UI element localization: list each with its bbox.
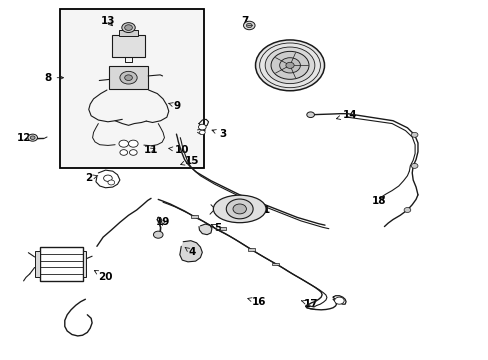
Text: 13: 13 [101, 16, 115, 26]
Bar [190, 215, 197, 218]
Circle shape [270, 51, 308, 79]
Circle shape [264, 47, 314, 84]
Polygon shape [180, 241, 202, 262]
Text: 3: 3 [212, 129, 226, 139]
Text: 1: 1 [255, 205, 269, 215]
Text: 18: 18 [371, 196, 385, 206]
Text: 12: 12 [17, 133, 37, 143]
Bar [41, 247, 82, 281]
Circle shape [199, 130, 205, 135]
Circle shape [28, 134, 38, 141]
Circle shape [226, 199, 253, 219]
Bar [35, 251, 41, 277]
Circle shape [306, 112, 314, 118]
Circle shape [410, 132, 417, 137]
Circle shape [128, 140, 138, 147]
Polygon shape [199, 224, 211, 235]
Circle shape [198, 124, 206, 130]
Circle shape [246, 23, 252, 28]
Text: 14: 14 [336, 110, 357, 120]
Text: 10: 10 [168, 145, 189, 155]
Circle shape [403, 207, 410, 212]
Circle shape [232, 204, 246, 214]
Text: 15: 15 [180, 156, 199, 166]
Text: 20: 20 [94, 270, 113, 282]
Text: 19: 19 [156, 217, 170, 227]
Text: 5: 5 [211, 222, 222, 233]
Circle shape [119, 140, 128, 147]
Circle shape [410, 163, 417, 168]
Bar [112, 35, 145, 57]
Circle shape [255, 40, 324, 91]
Bar [248, 248, 255, 251]
Circle shape [153, 231, 163, 238]
Circle shape [120, 150, 127, 155]
Bar [219, 227, 226, 230]
Text: 4: 4 [185, 247, 195, 257]
Text: 11: 11 [143, 145, 158, 155]
Circle shape [124, 75, 132, 81]
Circle shape [124, 25, 132, 30]
Circle shape [243, 21, 255, 30]
Circle shape [30, 136, 35, 139]
Ellipse shape [213, 195, 265, 223]
Circle shape [122, 23, 135, 32]
Text: 7: 7 [240, 16, 253, 26]
Text: 2: 2 [85, 173, 98, 183]
Text: 8: 8 [44, 73, 63, 83]
Circle shape [334, 297, 344, 304]
Text: 17: 17 [301, 299, 318, 309]
Circle shape [120, 71, 137, 84]
Bar [109, 66, 148, 89]
Circle shape [103, 175, 112, 181]
Circle shape [279, 58, 300, 73]
Circle shape [108, 180, 114, 185]
Bar [272, 262, 279, 265]
Circle shape [285, 62, 294, 68]
Bar [82, 251, 86, 277]
Bar [119, 30, 138, 36]
Text: 16: 16 [247, 297, 265, 307]
Text: 6: 6 [304, 60, 317, 70]
Circle shape [129, 150, 137, 155]
Bar [60, 9, 203, 168]
Text: 9: 9 [168, 101, 181, 111]
